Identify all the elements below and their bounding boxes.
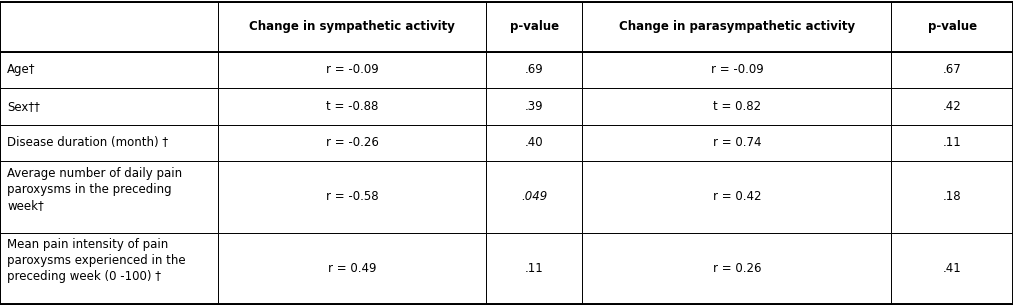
Bar bbox=[891, 233, 1013, 304]
Text: .41: .41 bbox=[943, 262, 961, 275]
Bar bbox=[582, 233, 891, 304]
Bar bbox=[891, 125, 1013, 161]
Text: .11: .11 bbox=[943, 136, 961, 149]
Bar bbox=[0, 125, 218, 161]
Text: .69: .69 bbox=[525, 63, 544, 76]
Text: .42: .42 bbox=[943, 100, 961, 113]
Text: Change in sympathetic activity: Change in sympathetic activity bbox=[249, 20, 455, 33]
Text: p-value: p-value bbox=[928, 20, 977, 33]
Text: p-value: p-value bbox=[510, 20, 559, 33]
Text: .049: .049 bbox=[522, 190, 547, 203]
Bar bbox=[218, 125, 486, 161]
Text: r = -0.26: r = -0.26 bbox=[325, 136, 379, 149]
Text: t = 0.82: t = 0.82 bbox=[713, 100, 761, 113]
Text: .39: .39 bbox=[525, 100, 544, 113]
Text: .11: .11 bbox=[525, 262, 544, 275]
Bar bbox=[218, 2, 486, 52]
Bar bbox=[218, 52, 486, 88]
Text: .18: .18 bbox=[943, 190, 961, 203]
Bar bbox=[0, 2, 218, 52]
Bar bbox=[891, 161, 1013, 233]
Bar bbox=[486, 88, 582, 125]
Bar bbox=[891, 52, 1013, 88]
Bar bbox=[582, 52, 891, 88]
Bar bbox=[0, 52, 218, 88]
Bar bbox=[218, 161, 486, 233]
Bar bbox=[0, 161, 218, 233]
Text: .40: .40 bbox=[525, 136, 544, 149]
Bar bbox=[486, 2, 582, 52]
Bar bbox=[891, 2, 1013, 52]
Bar bbox=[582, 2, 891, 52]
Text: r = 0.74: r = 0.74 bbox=[713, 136, 761, 149]
Text: Age†: Age† bbox=[7, 63, 35, 76]
Bar bbox=[218, 88, 486, 125]
Text: Mean pain intensity of pain
paroxysms experienced in the
preceding week (0 -100): Mean pain intensity of pain paroxysms ex… bbox=[7, 238, 185, 283]
Text: Average number of daily pain
paroxysms in the preceding
week†: Average number of daily pain paroxysms i… bbox=[7, 167, 182, 212]
Text: r = -0.58: r = -0.58 bbox=[326, 190, 378, 203]
Text: Sex††: Sex†† bbox=[7, 100, 40, 113]
Text: r = -0.09: r = -0.09 bbox=[710, 63, 764, 76]
Bar bbox=[582, 88, 891, 125]
Bar bbox=[486, 161, 582, 233]
Bar bbox=[0, 233, 218, 304]
Bar bbox=[486, 52, 582, 88]
Text: Change in parasympathetic activity: Change in parasympathetic activity bbox=[619, 20, 855, 33]
Text: r = -0.09: r = -0.09 bbox=[325, 63, 379, 76]
Text: r = 0.26: r = 0.26 bbox=[713, 262, 761, 275]
Bar bbox=[218, 233, 486, 304]
Text: t = -0.88: t = -0.88 bbox=[326, 100, 378, 113]
Text: .67: .67 bbox=[943, 63, 961, 76]
Bar bbox=[582, 125, 891, 161]
Text: r = 0.49: r = 0.49 bbox=[328, 262, 376, 275]
Text: r = 0.42: r = 0.42 bbox=[713, 190, 761, 203]
Bar bbox=[582, 161, 891, 233]
Bar bbox=[486, 125, 582, 161]
Bar bbox=[891, 88, 1013, 125]
Bar bbox=[486, 233, 582, 304]
Text: Disease duration (month) †: Disease duration (month) † bbox=[7, 136, 168, 149]
Bar bbox=[0, 88, 218, 125]
